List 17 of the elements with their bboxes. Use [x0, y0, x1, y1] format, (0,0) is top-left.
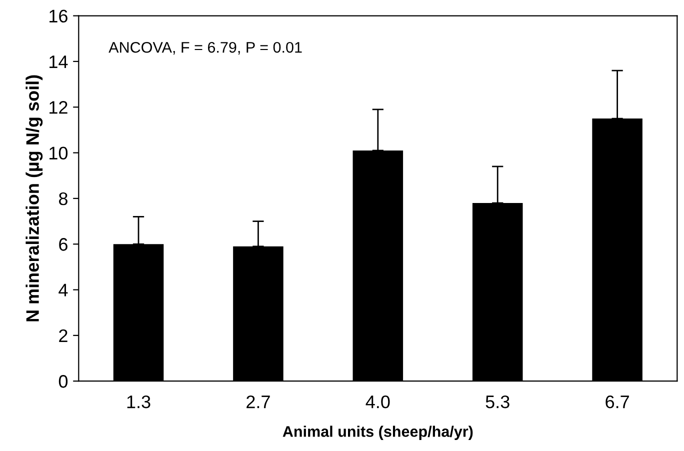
y-tick-label: 0	[58, 375, 68, 388]
y-tick-label: 14	[50, 56, 68, 68]
y-tick-label: 12	[50, 101, 68, 114]
x-tick-label: 4.0	[366, 395, 390, 408]
annotation: ANCOVA, F = 6.79, P = 0.01	[108, 42, 302, 55]
x-tick-label: 6.7	[606, 395, 629, 408]
y-axis-title: N mineralization (µg N/g soil)	[26, 75, 43, 322]
x-axis-title: Animal units (sheep/ha/yr)	[282, 426, 473, 440]
y-tick-label: 4	[58, 284, 68, 296]
y-tick-label: 2	[59, 329, 68, 342]
y-tick-label: 6	[59, 238, 68, 251]
x-tick-label: 2.7	[246, 395, 270, 408]
x-tick-label: 1.3	[127, 395, 150, 408]
x-tick-label: 5.3	[486, 395, 510, 408]
y-tick-label: 10	[50, 146, 68, 160]
y-tick-label: 16	[50, 10, 68, 23]
y-tick-label: 8	[58, 192, 68, 206]
